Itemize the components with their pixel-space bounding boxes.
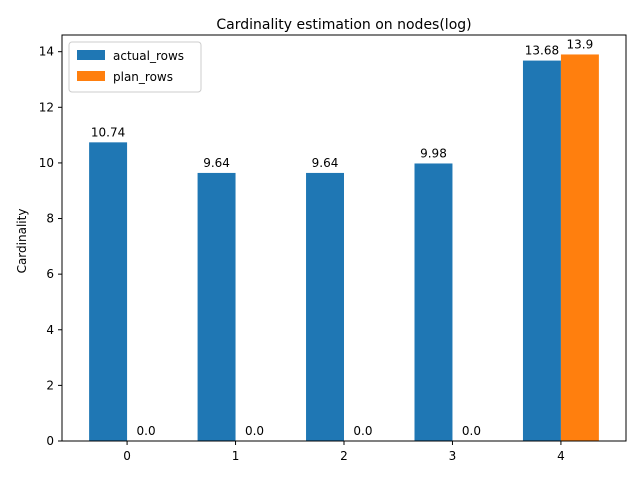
y-tick-label-14: 14 (39, 45, 54, 59)
y-tick-label-12: 12 (39, 100, 54, 114)
x-tick-label-3: 3 (449, 449, 457, 463)
y-tick-label-10: 10 (39, 156, 54, 170)
y-axis-label: Cardinality (15, 209, 29, 274)
x-tick-label-1: 1 (232, 449, 240, 463)
data-label-plan_rows-2: 0.0 (353, 424, 372, 438)
x-tick-label-0: 0 (123, 449, 131, 463)
data-label-plan_rows-3: 0.0 (462, 424, 481, 438)
bar-actual_rows-0 (89, 142, 128, 441)
data-label-plan_rows-0: 0.0 (137, 424, 156, 438)
y-tick-label-4: 4 (46, 323, 54, 337)
bar-actual_rows-2 (306, 172, 344, 441)
data-label-plan_rows-1: 0.0 (245, 424, 264, 438)
x-tick-label-4: 4 (557, 449, 565, 463)
y-tick-label-6: 6 (46, 267, 54, 281)
data-label-actual_rows-3: 9.98 (420, 146, 447, 160)
data-label-actual_rows-4: 13.68 (525, 44, 559, 58)
legend-label-plan_rows: plan_rows (113, 70, 173, 84)
data-label-actual_rows-0: 10.74 (91, 125, 125, 139)
legend-swatch-actual_rows (77, 50, 105, 60)
y-tick-label-8: 8 (46, 212, 54, 226)
legend-label-actual_rows: actual_rows (113, 49, 184, 63)
plot-area: 10.74 9.64 9.64 9.98 13.68 0.0 0.0 0.0 0.0 13.9 0 1… (39, 34, 627, 463)
bar-actual_rows-1 (197, 172, 236, 441)
y-tick-label-2: 2 (46, 378, 54, 392)
bar-actual_rows-3 (414, 163, 453, 441)
chart-title: Cardinality estimation on nodes(log) (216, 17, 471, 33)
bar-actual_rows-4 (522, 60, 561, 442)
legend: actual_rows plan_rows (68, 41, 202, 93)
bar-plan_rows-4 (560, 54, 599, 441)
data-label-actual_rows-1: 9.64 (203, 156, 230, 170)
y-tick-label-0: 0 (46, 434, 54, 448)
legend-swatch-plan_rows (77, 71, 105, 81)
data-label-actual_rows-2: 9.64 (312, 156, 339, 170)
data-label-plan_rows-4: 13.9 (567, 37, 594, 51)
x-tick-label-2: 2 (340, 449, 348, 463)
